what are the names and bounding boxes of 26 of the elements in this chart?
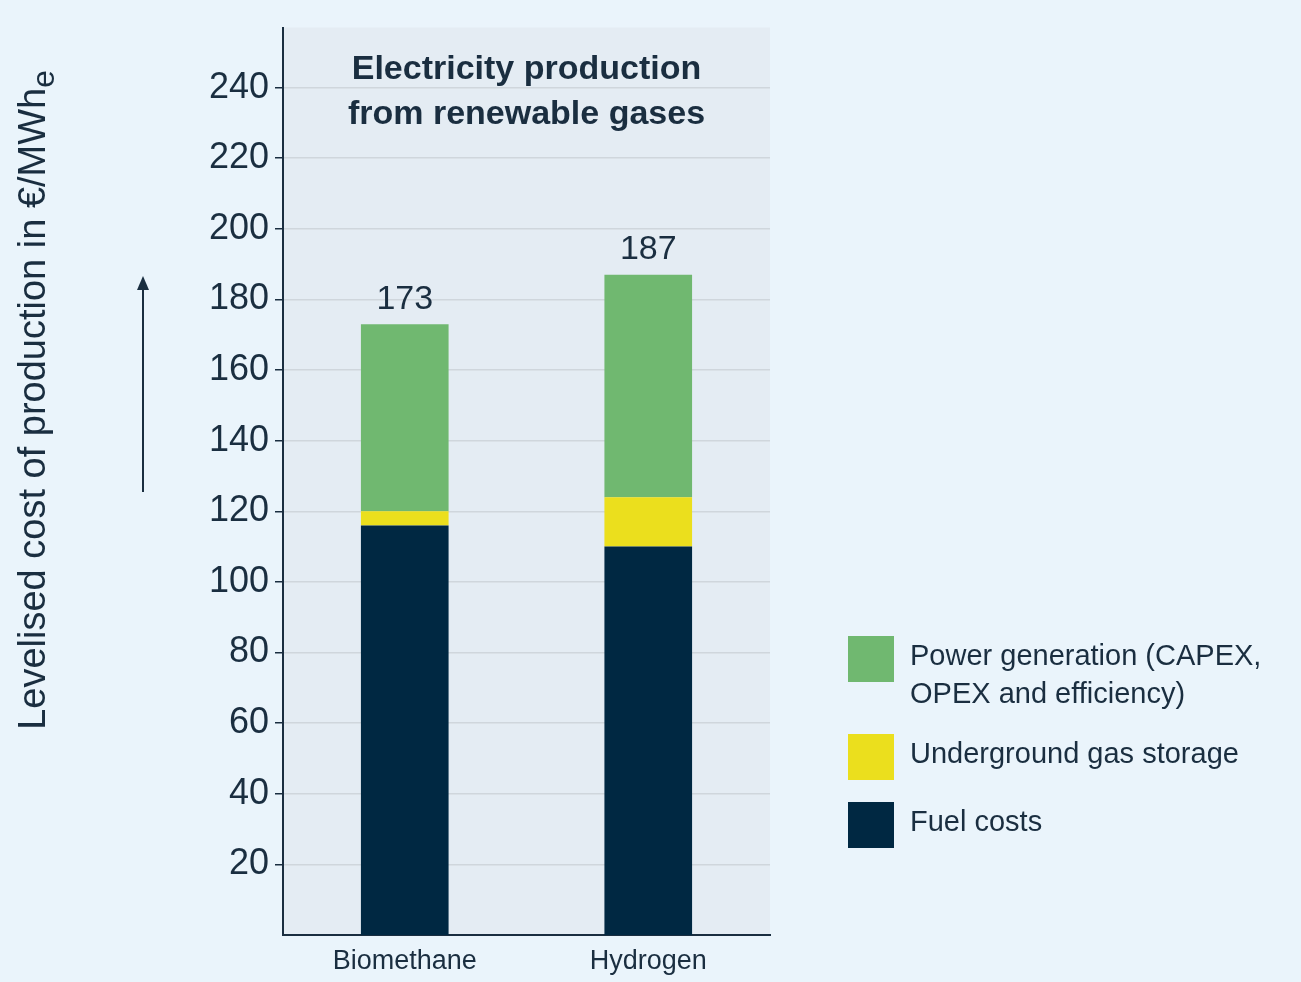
total-label: 173 (376, 277, 434, 316)
y-tick-label: 60 (228, 700, 269, 742)
bar (360, 511, 449, 526)
legend-label: Power generation (CAPEX, OPEX and efficiency) (910, 638, 1263, 711)
y-tick-label: 20 (228, 841, 269, 883)
y-tick-label: 100 (208, 558, 269, 600)
bar (604, 274, 693, 498)
bar (360, 324, 449, 512)
bar (604, 497, 693, 547)
y-tick-label: 140 (208, 417, 269, 459)
x-tick-label: Hydrogen (589, 944, 707, 975)
bar (604, 546, 693, 935)
y-tick-label: 180 (208, 276, 269, 318)
bar (360, 525, 449, 935)
y-tick-label: 200 (208, 205, 269, 247)
y-tick-label: 120 (208, 488, 269, 530)
y-tick-label: 160 (208, 347, 269, 388)
legend-label: Underground gas storage (910, 736, 1239, 771)
y-tick-label: 220 (208, 135, 269, 177)
text: Electricity production from renewable gases (347, 48, 706, 132)
total-label: 187 (619, 228, 677, 267)
y-tick-label: 40 (228, 770, 269, 812)
x-tick-label: Biomethane (332, 944, 477, 975)
y-tick-label: 80 (228, 629, 269, 671)
y-tick-label: 240 (208, 64, 269, 106)
legend-label: Fuel costs (910, 804, 1043, 839)
